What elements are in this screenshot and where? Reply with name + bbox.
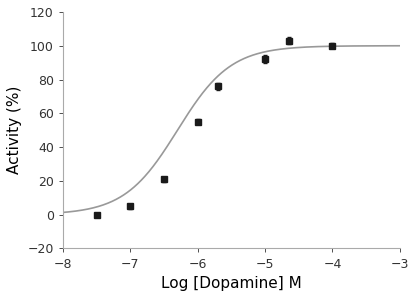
X-axis label: Log [Dopamine] M: Log [Dopamine] M [161, 276, 302, 291]
Y-axis label: Activity (%): Activity (%) [7, 86, 22, 174]
